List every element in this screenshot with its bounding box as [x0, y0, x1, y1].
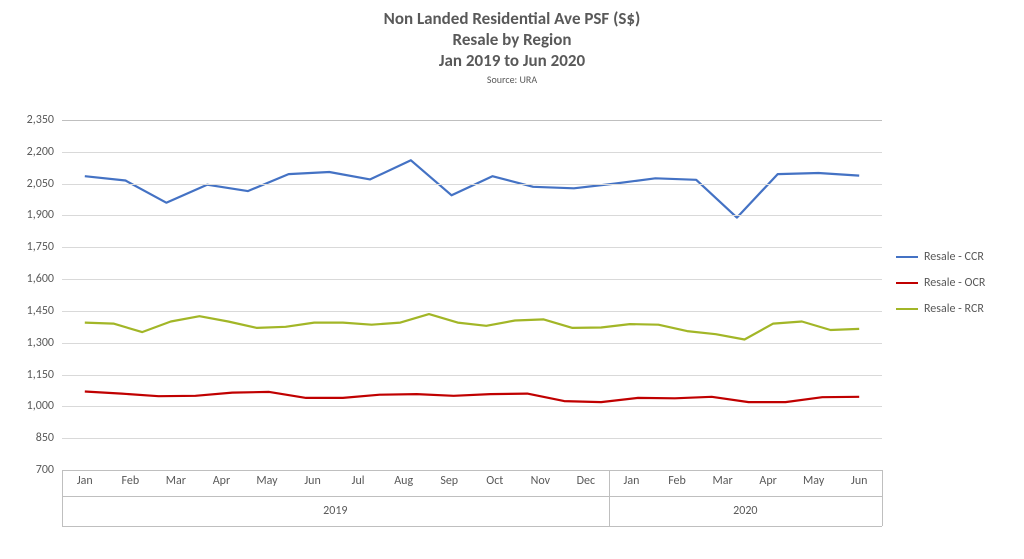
- y-tick-label: 1,000: [27, 399, 54, 413]
- gridline: [62, 311, 882, 312]
- legend-label: Resale - OCR: [924, 276, 985, 290]
- y-tick-label: 2,350: [27, 113, 54, 127]
- legend-item: Resale - OCR: [896, 276, 1016, 290]
- x-tick-label: Mar: [712, 474, 732, 488]
- x-tick-label: Sep: [440, 474, 458, 488]
- series-line: [85, 314, 859, 339]
- x-tick-label: May: [256, 474, 277, 488]
- y-tick-label: 1,300: [27, 336, 54, 350]
- x-tick-label: Oct: [486, 474, 503, 488]
- title-line-3: Jan 2019 to Jun 2020: [0, 50, 1024, 71]
- gridline: [62, 375, 882, 376]
- x-tick-label: Jul: [352, 474, 365, 488]
- legend: Resale - CCR Resale - OCR Resale - RCR: [896, 250, 1016, 328]
- title-line-2: Resale by Region: [0, 29, 1024, 50]
- title-line-1: Non Landed Residential Ave PSF (S$): [0, 8, 1024, 29]
- gridline: [62, 215, 882, 216]
- y-tick-label: 1,150: [27, 368, 54, 382]
- x-group-border: [62, 470, 63, 526]
- legend-swatch: [896, 282, 918, 284]
- x-group-midline: [609, 496, 882, 497]
- legend-item: Resale - CCR: [896, 250, 1016, 264]
- x-axis-band: Jan Feb Mar Apr May Jun Jul Aug Sep Oct Nov Dec Jan F…: [62, 470, 882, 540]
- x-tick-label: Jun: [304, 474, 320, 488]
- x-group-midline: [62, 496, 609, 497]
- series-line: [85, 392, 859, 403]
- y-tick-label: 1,750: [27, 240, 54, 254]
- x-tick-label: Aug: [394, 474, 413, 488]
- y-tick-label: 1,900: [27, 208, 54, 222]
- gridline: [62, 247, 882, 248]
- x-tick-label: Dec: [577, 474, 595, 488]
- legend-swatch: [896, 308, 918, 310]
- series-line: [85, 160, 859, 217]
- x-tick-label: Jan: [623, 474, 639, 488]
- gridline: [62, 120, 882, 121]
- gridline: [62, 343, 882, 344]
- y-tick-label: 700: [36, 463, 54, 477]
- chart-container: Non Landed Residential Ave PSF (S$) Resa…: [0, 0, 1024, 559]
- gridline: [62, 438, 882, 439]
- x-tick-label: Jan: [77, 474, 93, 488]
- x-tick-label: Nov: [531, 474, 550, 488]
- title-source: Source: URA: [0, 73, 1024, 86]
- legend-swatch: [896, 256, 918, 258]
- x-band-bottom: [62, 526, 882, 527]
- x-tick-label: Apr: [213, 474, 230, 488]
- x-tick-label: Apr: [759, 474, 776, 488]
- y-tick-label: 850: [36, 431, 54, 445]
- gridline: [62, 152, 882, 153]
- chart-titles: Non Landed Residential Ave PSF (S$) Resa…: [0, 8, 1024, 86]
- x-group-border: [609, 470, 610, 526]
- x-group-label: 2020: [733, 504, 757, 518]
- gridline: [62, 406, 882, 407]
- x-tick-label: Jun: [851, 474, 867, 488]
- y-tick-label: 1,450: [27, 304, 54, 318]
- legend-label: Resale - RCR: [924, 302, 984, 316]
- legend-item: Resale - RCR: [896, 302, 1016, 316]
- x-tick-label: Feb: [122, 474, 140, 488]
- x-group-label: 2019: [323, 504, 347, 518]
- y-tick-label: 1,600: [27, 272, 54, 286]
- gridline: [62, 279, 882, 280]
- x-tick-label: May: [803, 474, 824, 488]
- gridline: [62, 184, 882, 185]
- y-tick-label: 2,050: [27, 177, 54, 191]
- x-group-border: [882, 470, 883, 526]
- plot-area: 7008501,0001,1501,3001,4501,6001,7501,90…: [62, 120, 882, 470]
- legend-label: Resale - CCR: [924, 250, 984, 264]
- y-tick-label: 2,200: [27, 145, 54, 159]
- x-tick-label: Mar: [166, 474, 186, 488]
- series-lines: [62, 120, 882, 470]
- x-tick-label: Feb: [668, 474, 686, 488]
